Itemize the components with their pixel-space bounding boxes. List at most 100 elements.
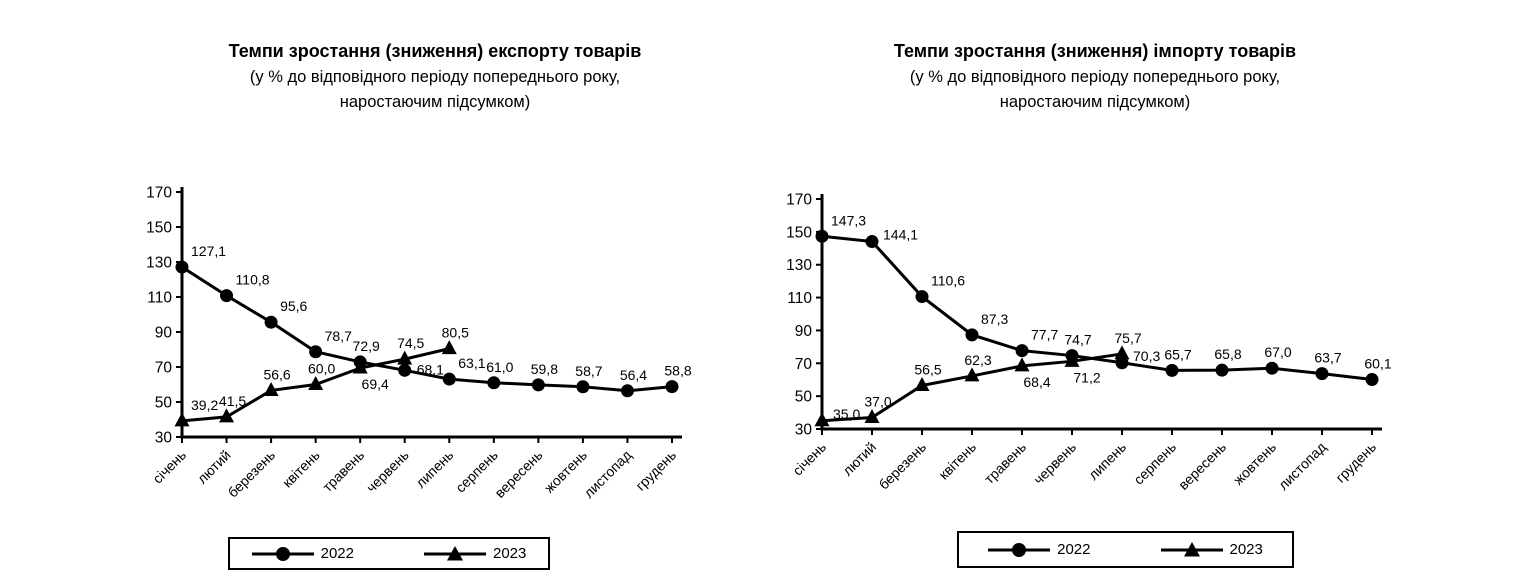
data-label: 72,9 — [353, 338, 380, 354]
circle-marker-icon — [487, 376, 501, 390]
y-tick-label: 50 — [155, 395, 173, 412]
x-tick-label: липень — [1085, 439, 1129, 483]
data-label: 77,7 — [1031, 327, 1058, 343]
x-tick-label: травень — [981, 439, 1029, 487]
y-tick-label: 170 — [146, 185, 172, 202]
x-tick-label: липень — [412, 447, 456, 491]
x-tick-label: травень — [319, 447, 367, 495]
data-label: 60,0 — [308, 361, 335, 377]
export-chart-subtitle-line2: наростаючим підсумком) — [339, 93, 531, 111]
x-tick-label: березень — [875, 439, 929, 493]
x-tick-label: вересень — [1175, 439, 1229, 493]
data-label: 58,7 — [575, 363, 602, 379]
x-tick-label: квітень — [279, 447, 323, 491]
data-label: 110,6 — [931, 273, 965, 289]
data-label: 56,5 — [914, 361, 941, 377]
data-label: 63,1 — [458, 355, 485, 371]
data-label: 65,8 — [1214, 346, 1241, 362]
circle-marker-icon — [965, 328, 979, 342]
circle-marker-icon — [1015, 344, 1029, 358]
circle-marker-icon — [988, 542, 1051, 557]
circle-marker-icon — [220, 289, 234, 303]
y-tick-label: 110 — [147, 290, 172, 307]
x-tick-label: грудень — [632, 447, 679, 494]
data-label: 75,7 — [1114, 330, 1141, 346]
triangle-marker-icon — [441, 340, 457, 355]
circle-marker-icon — [1165, 363, 1179, 377]
import-chart-title: Темпи зростання (зниження) імпорту товар… — [893, 41, 1297, 61]
triangle-marker-icon — [1064, 352, 1080, 367]
export-legend-label-2022: 2022 — [320, 545, 354, 562]
circle-marker-icon — [251, 546, 314, 561]
export-legend-label-2023: 2023 — [493, 545, 527, 562]
data-label: 39,2 — [191, 397, 218, 413]
export-legend: 2022 2023 — [228, 537, 550, 570]
series-2023: 35,037,0 56,5 62,3 68,4 71,2 75,7 — [814, 330, 1142, 427]
data-label: 37,0 — [864, 394, 891, 410]
triangle-marker-icon — [263, 381, 279, 396]
circle-marker-icon — [620, 384, 634, 398]
circle-marker-icon — [576, 380, 590, 394]
x-tick-label: листопад — [580, 447, 634, 501]
circle-marker-icon — [1215, 363, 1229, 377]
data-label: 68,4 — [1023, 374, 1050, 390]
data-label: 41,5 — [219, 393, 246, 409]
data-label: 67,0 — [1264, 344, 1291, 360]
import-legend-item-2023: 2023 — [1160, 541, 1263, 558]
import-legend: 2022 2023 — [957, 531, 1294, 568]
y-tick-label: 150 — [786, 224, 812, 241]
import-chart-subtitle-line2: наростаючим підсумком) — [999, 93, 1191, 111]
data-label: 59,8 — [531, 361, 558, 377]
data-label: 127,1 — [191, 243, 226, 259]
x-tick-label: лютий — [194, 447, 234, 487]
data-label: 65,7 — [1164, 346, 1191, 362]
data-label: 147,3 — [831, 212, 866, 228]
x-tick-label: жовтень — [1230, 439, 1279, 488]
x-tick-label: грудень — [1332, 439, 1379, 486]
data-label: 95,6 — [280, 298, 307, 314]
import-legend-label-2022: 2022 — [1057, 541, 1091, 558]
y-tick-label: 90 — [795, 323, 813, 340]
data-label: 35,0 — [833, 406, 860, 422]
circle-marker-icon — [442, 372, 456, 386]
triangle-marker-icon — [864, 409, 880, 423]
x-tick-label: січень — [789, 439, 829, 479]
circle-marker-icon — [309, 345, 323, 359]
import-chart-subtitle-line1: (у % до відповідного періоду попередньог… — [909, 68, 1281, 86]
y-tick-label: 130 — [786, 257, 812, 274]
circle-marker-icon — [665, 380, 679, 394]
export-chart-subtitle-line1: (у % до відповідного періоду попередньог… — [249, 68, 621, 86]
series-2022: 127,1 110,8 95,6 78,772,9 68,1 63,1 61,0 59,8 58… — [175, 243, 692, 398]
y-tick-label: 170 — [786, 192, 812, 209]
data-label: 60,1 — [1364, 356, 1391, 372]
data-label: 58,8 — [664, 363, 691, 379]
data-label: 74,7 — [1064, 332, 1091, 348]
triangle-marker-icon — [1014, 357, 1030, 372]
y-tick-label: 90 — [155, 325, 173, 342]
import-legend-label-2023: 2023 — [1229, 541, 1263, 558]
circle-marker-icon — [398, 363, 412, 377]
circle-marker-icon — [865, 235, 879, 249]
export-chart-title: Темпи зростання (зниження) експорту това… — [228, 41, 642, 61]
y-tick-label: 30 — [795, 422, 813, 439]
triangle-marker-icon — [308, 376, 324, 390]
export-chart-header: Темпи зростання (зниження) експорту това… — [135, 38, 735, 115]
y-tick-label: 130 — [146, 255, 172, 272]
x-tick-label: березень — [224, 447, 278, 501]
data-label: 63,7 — [1314, 350, 1341, 366]
series-2023: 39,2 41,5 56,6 60,0 69,4 74,5 80,5 — [174, 325, 469, 427]
data-label: 80,5 — [442, 325, 469, 341]
data-label: 87,3 — [981, 311, 1008, 327]
data-label: 61,0 — [486, 359, 513, 375]
data-label: 110,8 — [236, 272, 270, 288]
triangle-marker-icon — [1114, 345, 1130, 360]
circle-marker-icon — [815, 229, 829, 243]
circle-marker-icon — [1115, 356, 1129, 370]
triangle-marker-icon — [964, 367, 980, 382]
export-legend-item-2023: 2023 — [424, 545, 526, 562]
data-label: 56,4 — [620, 367, 647, 383]
y-tick-label: 50 — [795, 389, 813, 406]
